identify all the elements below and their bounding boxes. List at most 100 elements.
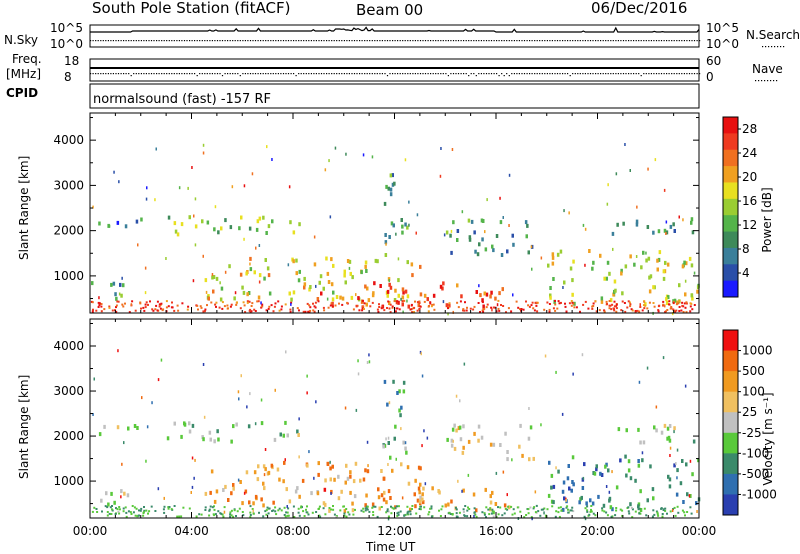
nsearch-dot <box>123 40 125 42</box>
data-cell <box>532 456 535 461</box>
data-cell <box>400 297 402 301</box>
data-cell <box>202 363 205 366</box>
nave-dot <box>546 73 548 75</box>
nave-dot <box>359 73 361 75</box>
data-cell <box>177 309 180 312</box>
data-cell <box>401 295 405 300</box>
nsearch-dot <box>224 40 226 42</box>
nsearch-dot <box>204 40 206 42</box>
nave-dot <box>638 73 640 75</box>
nsearch-dot <box>211 40 213 42</box>
data-cell <box>547 493 551 498</box>
nave-dot <box>511 73 513 75</box>
data-cell <box>528 457 531 462</box>
data-cell <box>513 512 516 515</box>
data-cell <box>645 251 647 255</box>
data-cell <box>549 286 552 290</box>
nave-dot <box>308 73 310 75</box>
data-cell <box>557 511 560 514</box>
data-cell <box>517 306 520 309</box>
data-cell <box>641 309 644 312</box>
data-cell <box>210 301 213 304</box>
data-cell <box>609 505 613 510</box>
data-cell <box>287 263 290 267</box>
data-cell <box>272 500 275 505</box>
data-cell <box>262 503 265 508</box>
data-cell <box>108 512 111 515</box>
data-cell <box>396 391 399 395</box>
data-cell <box>274 506 277 509</box>
data-cell <box>264 448 267 451</box>
data-cell <box>330 489 333 494</box>
data-cell <box>649 464 652 469</box>
data-cell <box>511 458 513 462</box>
data-cell <box>639 508 643 512</box>
nsearch-dot <box>318 40 320 42</box>
data-cell <box>582 303 585 306</box>
data-cell <box>407 481 411 486</box>
colorbar-tick-label: 20 <box>742 170 757 184</box>
data-cell <box>387 517 390 521</box>
data-cell <box>635 219 639 224</box>
data-cell <box>683 511 686 514</box>
data-cell <box>237 478 240 482</box>
data-cell <box>329 460 331 464</box>
data-cell <box>254 422 257 426</box>
nsearch-dot <box>227 40 229 42</box>
data-cell <box>264 467 267 472</box>
data-cell <box>200 513 203 516</box>
data-cell <box>556 307 559 310</box>
data-cell <box>473 230 476 235</box>
nave-dot <box>178 73 180 75</box>
data-cell <box>230 439 233 444</box>
data-cell <box>289 220 292 225</box>
data-cell <box>615 172 618 176</box>
nave-dot <box>526 73 528 75</box>
nsearch-dot <box>498 40 500 42</box>
data-cell <box>104 505 107 508</box>
data-cell <box>605 300 608 303</box>
nave-dot <box>326 73 328 75</box>
nave-dot <box>97 73 99 75</box>
data-cell <box>675 462 677 465</box>
data-cell <box>258 216 262 221</box>
data-cell <box>563 209 565 213</box>
data-cell <box>608 304 611 307</box>
data-cell <box>386 307 388 309</box>
data-cell <box>521 453 524 458</box>
data-cell <box>422 486 425 491</box>
data-cell <box>567 508 569 511</box>
data-cell <box>131 505 134 507</box>
data-cell <box>241 285 244 290</box>
nave-dot <box>397 73 399 75</box>
nsearch-dot <box>176 40 178 42</box>
data-cell <box>397 257 400 261</box>
nave-dot <box>605 73 607 75</box>
nsearch-dot <box>655 40 658 42</box>
data-cell <box>466 515 469 518</box>
data-cell <box>390 512 393 515</box>
nsearch-dot <box>275 40 277 42</box>
nsearch-dot <box>348 40 350 42</box>
data-cell <box>349 271 352 276</box>
data-cell <box>500 253 504 257</box>
data-cell <box>226 304 229 307</box>
nsearch-dot <box>298 40 300 42</box>
data-cell <box>138 509 140 512</box>
nave-dot <box>521 73 523 75</box>
nave-dot <box>247 73 249 75</box>
data-cell <box>406 505 409 508</box>
data-cell <box>653 425 656 430</box>
data-cell <box>360 301 363 304</box>
data-cell <box>389 311 392 314</box>
nsearch-dot <box>546 40 548 42</box>
data-cell <box>411 505 414 507</box>
data-cell <box>322 507 325 510</box>
data-cell <box>136 426 139 430</box>
data-cell <box>243 304 246 307</box>
nsearch-dot <box>305 40 307 42</box>
data-cell <box>287 507 290 510</box>
data-cell <box>441 505 444 508</box>
data-cell <box>678 306 681 308</box>
nsearch-dot <box>277 40 279 42</box>
